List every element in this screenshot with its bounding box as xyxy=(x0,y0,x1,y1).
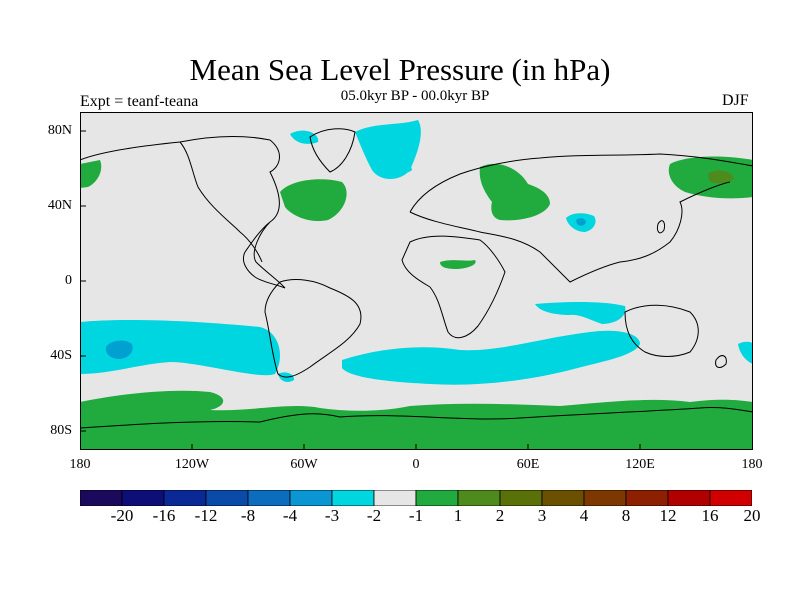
chart-title: Mean Sea Level Pressure (in hPa) xyxy=(189,52,611,87)
legend-swatch xyxy=(121,490,165,506)
lon-tick-label: 60W xyxy=(290,457,318,472)
legend-label: -20 xyxy=(110,506,134,525)
legend-label: 1 xyxy=(453,506,463,525)
tibet-negative-core xyxy=(576,218,586,226)
antarctic-positive-band xyxy=(80,390,753,450)
legend-label: 20 xyxy=(743,506,761,525)
lat-tick-label: 40S xyxy=(50,348,72,363)
legend-label: -16 xyxy=(152,506,176,525)
legend-label: 8 xyxy=(621,506,631,525)
legend-swatch xyxy=(205,490,249,506)
lon-tick-label: 120E xyxy=(625,457,655,472)
arctic-negative xyxy=(388,158,412,174)
legend-swatch xyxy=(415,490,459,506)
period-label: 05.0kyr BP - 00.0kyr BP xyxy=(340,88,490,104)
lon-tick-label: 0 xyxy=(412,457,420,472)
legend-swatch xyxy=(163,490,207,506)
legend-label: 3 xyxy=(537,506,547,525)
legend-label: -4 xyxy=(282,506,298,525)
lon-tick-label: 120W xyxy=(174,457,210,472)
southern-ocean-negative-band xyxy=(342,330,640,385)
siberia-positive-core xyxy=(708,170,734,184)
north-atlantic-positive xyxy=(280,179,347,222)
north-atlantic-positive xyxy=(80,160,102,188)
legend-label: -3 xyxy=(324,506,340,525)
southern-ocean-negative-band xyxy=(535,302,626,324)
legend-swatch xyxy=(499,490,543,506)
legend-swatch xyxy=(373,490,417,506)
legend-label: -2 xyxy=(366,506,382,525)
legend-label: -1 xyxy=(408,506,424,525)
legend-label: 16 xyxy=(701,506,719,525)
eurasia-positive xyxy=(440,260,476,269)
legend-swatch xyxy=(541,490,585,506)
lon-tick-label: 180 xyxy=(69,457,91,472)
legend-swatch xyxy=(667,490,711,506)
axis-ticks xyxy=(80,130,641,450)
south-pacific-low-core xyxy=(105,340,133,359)
color-legend xyxy=(80,490,752,506)
legend-swatch xyxy=(331,490,375,506)
legend-swatch xyxy=(247,490,291,506)
legend-swatch xyxy=(625,490,669,506)
legend-label: 4 xyxy=(579,506,589,525)
legend-swatch xyxy=(457,490,501,506)
lat-tick-label: 80N xyxy=(47,123,72,138)
legend-swatch xyxy=(583,490,627,506)
pressure-map xyxy=(80,112,753,450)
southern-ocean-negative-band xyxy=(80,319,280,376)
legend-swatch xyxy=(709,490,752,506)
lon-tick-label: 180 xyxy=(741,457,763,472)
lon-tick-label: 60E xyxy=(516,457,540,472)
coastlines xyxy=(80,128,753,429)
legend-label: -12 xyxy=(194,506,218,525)
anomaly-fields xyxy=(80,120,753,450)
eurasia-positive xyxy=(479,163,550,221)
lat-tick-label: 80S xyxy=(50,423,72,438)
experiment-label: Expt = teanf-teana xyxy=(80,93,199,110)
legend-swatch xyxy=(289,490,333,506)
lat-tick-label: 0 xyxy=(65,273,72,288)
legend-label: 2 xyxy=(495,506,505,525)
legend-label: 12 xyxy=(659,506,677,525)
lat-tick-label: 40N xyxy=(47,198,72,213)
southern-ocean-negative-band xyxy=(738,341,753,364)
legend-label: -8 xyxy=(240,506,256,525)
legend-swatch xyxy=(80,490,123,506)
season-label: DJF xyxy=(722,92,749,109)
